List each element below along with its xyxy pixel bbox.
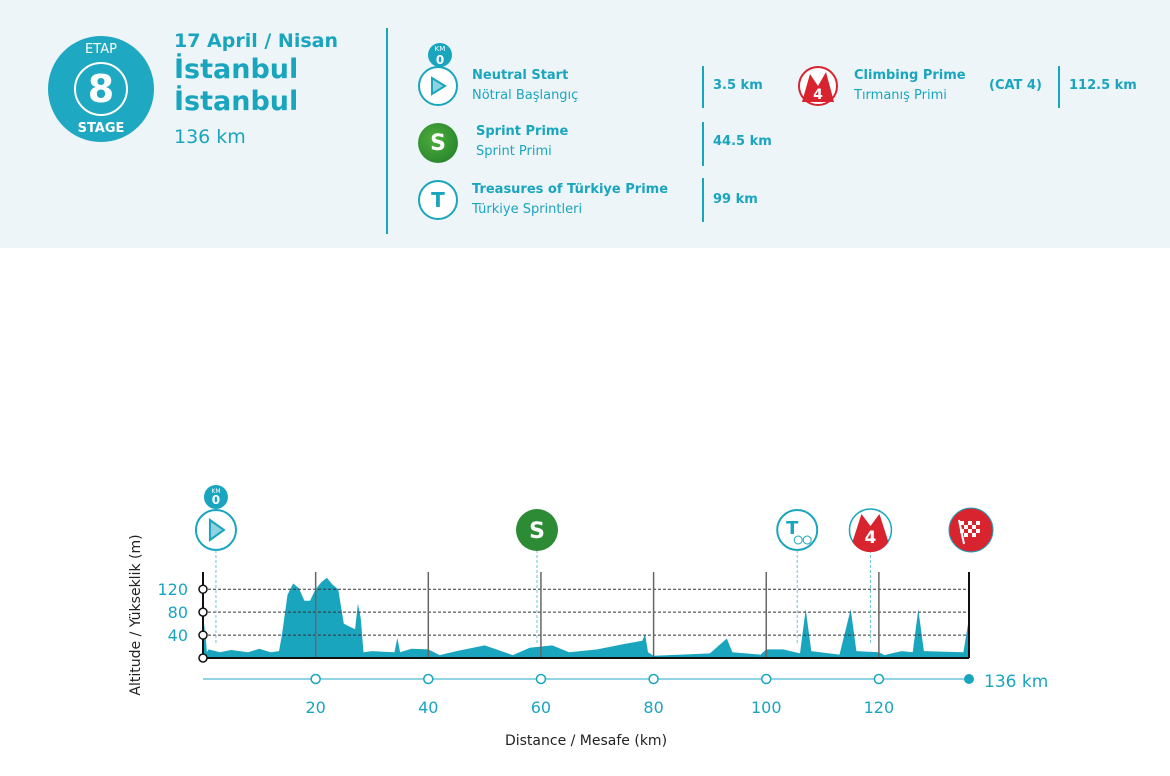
y-tick-label: 80 [168, 603, 188, 622]
legend-sub: Türkiye Sprintleri [472, 202, 583, 217]
treasures-icon: T [776, 509, 819, 551]
km0-badge [203, 485, 228, 509]
y-tick-label: 40 [168, 626, 188, 645]
divider [1058, 66, 1060, 108]
start-city: İstanbul [174, 54, 299, 85]
category-number: 4 [813, 87, 823, 103]
x-tick-label: 20 [305, 698, 325, 717]
finish-icon [948, 507, 994, 553]
legend-name: Neutral Start [472, 68, 569, 83]
distance-marker [535, 673, 547, 685]
legend-name: Climbing Prime [854, 68, 966, 83]
y-axis-label: Altitude / Yükseklik (m) [128, 534, 144, 695]
finish-distance-dot [964, 674, 974, 684]
x-tick-label: 100 [751, 698, 782, 717]
mountain-icon: 4 [798, 66, 838, 106]
y-tick-marker [198, 653, 208, 663]
distance-marker [873, 673, 885, 685]
km-number: 0 [435, 53, 445, 67]
end-distance-label: 136 km [984, 672, 1048, 692]
divider [702, 122, 704, 166]
sprint-icon: S [418, 123, 458, 163]
etap-label: ETAP [85, 42, 117, 57]
distance-marker [648, 673, 659, 685]
divider [702, 66, 704, 108]
category-number: 4 [865, 528, 877, 548]
legend-name: Treasures of Türkiye Prime [472, 182, 669, 197]
km-number: 0 [212, 493, 220, 507]
cyclist-icon: T [418, 180, 458, 220]
treasures-letter: T [786, 518, 799, 539]
y-tick-marker [198, 607, 208, 617]
legend-km: 112.5 km [1069, 78, 1137, 93]
stage-date: 17 April / Nisan [174, 30, 338, 52]
x-tick-label: 40 [418, 698, 438, 717]
stage-header: ETAP 8 STAGE 17 April / Nisan İstanbul İ… [0, 0, 1170, 248]
y-tick-label: 120 [157, 580, 188, 599]
sprint-letter: S [529, 519, 545, 544]
legend-km: 3.5 km [713, 78, 763, 93]
y-tick-marker [198, 584, 208, 594]
stage-badge: ETAP 8 STAGE [48, 36, 154, 142]
y-tick-marker [198, 630, 208, 640]
km0-badge: KM 0 [428, 43, 452, 67]
finish-city: İstanbul [174, 86, 299, 117]
sprint-icon: S [515, 509, 558, 551]
neutral-start-icon: KM0 [194, 485, 237, 551]
distance-marker [423, 673, 434, 685]
legend-name: Sprint Prime [476, 124, 569, 139]
stage-number: 8 [74, 62, 128, 116]
divider [386, 28, 388, 234]
play-icon [418, 66, 458, 106]
legend-sub: Sprint Primi [476, 144, 552, 159]
distance-marker [760, 673, 772, 685]
climb-category: (CAT 4) [989, 78, 1042, 93]
legend-km: 44.5 km [713, 134, 772, 149]
elevation-area [203, 577, 969, 658]
stage-label: STAGE [77, 121, 125, 136]
distance-marker [310, 673, 321, 685]
x-tick-label: 80 [643, 698, 663, 717]
climb-icon: 4 [848, 508, 893, 553]
legend-km: 99 km [713, 192, 758, 207]
km-label: KM [434, 45, 446, 53]
legend-sub: Tırmanış Primi [854, 88, 947, 103]
x-axis-label: Distance / Mesafe (km) [505, 733, 667, 749]
x-tick-label: 120 [864, 698, 895, 717]
x-tick-label: 60 [531, 698, 551, 717]
km-label: KM [211, 488, 220, 495]
legend-sub: Nötral Başlangıç [472, 88, 579, 103]
stage-distance: 136 km [174, 126, 246, 148]
divider [702, 178, 704, 222]
